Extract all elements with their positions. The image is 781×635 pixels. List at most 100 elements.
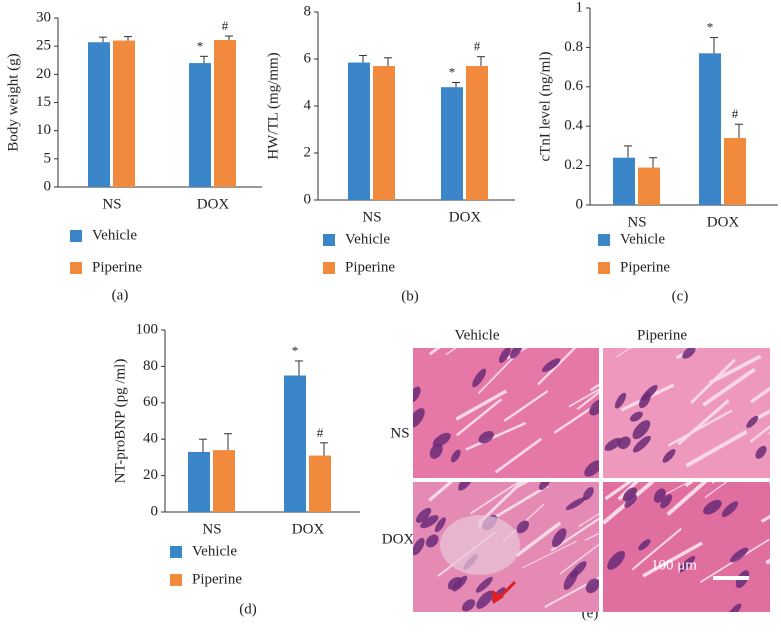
fiber-gap	[749, 425, 770, 443]
bar	[213, 450, 235, 512]
bar	[348, 62, 370, 201]
nucleus	[516, 520, 530, 534]
fiber-gap	[768, 482, 770, 485]
fiber-gap	[568, 388, 599, 408]
significance-mark: *	[449, 64, 456, 79]
nucleus	[755, 445, 767, 459]
fiber-gap	[428, 482, 454, 502]
lesion	[440, 515, 520, 575]
nucleus	[425, 534, 439, 548]
y-tick-label: 6	[304, 50, 312, 66]
y-tick-label: 20	[143, 467, 158, 483]
column-label: Piperine	[637, 327, 687, 343]
legend-label: Piperine	[345, 259, 395, 275]
y-axis-label: NT-proBNP (pg /ml)	[112, 359, 128, 484]
x-tick-label: NS	[362, 209, 381, 225]
nucleus	[415, 507, 432, 523]
nucleus	[662, 449, 676, 463]
nucleus	[622, 487, 637, 502]
nucleus	[476, 590, 494, 609]
x-tick-label: DOX	[292, 521, 325, 537]
nucleus	[703, 499, 722, 515]
nucleus	[638, 539, 651, 551]
bar	[638, 167, 660, 205]
nucleus	[565, 497, 586, 510]
legend-swatch	[70, 230, 82, 242]
nucleus	[653, 488, 666, 503]
panel-label: (b)	[401, 288, 419, 304]
nucleus	[624, 494, 638, 508]
nucleus	[660, 494, 673, 509]
y-tick-label: 0.8	[564, 39, 583, 55]
fiber-gap	[550, 517, 599, 552]
fiber-gap	[666, 482, 690, 495]
fiber-gap	[512, 482, 530, 490]
y-tick-label: 0	[304, 191, 312, 207]
nucleus	[429, 443, 443, 459]
y-tick-label: 0.2	[564, 157, 583, 173]
bar	[613, 157, 635, 205]
fiber-gap	[754, 409, 770, 421]
y-tick-label: 40	[143, 431, 158, 447]
nucleus	[447, 577, 462, 590]
bar	[88, 42, 110, 188]
tissue	[603, 348, 770, 478]
fiber-gap	[470, 482, 521, 515]
nucleus	[413, 408, 425, 428]
fiber-gap	[465, 421, 527, 451]
nucleus	[434, 517, 446, 533]
y-tick-label: 80	[143, 358, 158, 374]
y-tick-label: 10	[36, 122, 51, 138]
bar	[189, 63, 211, 187]
y-tick-label: 15	[36, 94, 51, 110]
nucleus	[475, 576, 493, 593]
fiber-gap	[455, 398, 503, 437]
row-label: DOX	[382, 531, 415, 547]
fiber-gap	[667, 409, 733, 447]
nucleus	[450, 449, 461, 463]
legend-label: Piperine	[620, 259, 670, 275]
y-tick-label: 0.4	[564, 118, 583, 134]
nucleus	[678, 555, 696, 573]
legend-swatch	[170, 574, 182, 586]
bar	[309, 455, 331, 512]
fiber-gap	[577, 513, 599, 528]
legend-label: Piperine	[192, 571, 242, 587]
significance-mark: #	[222, 18, 229, 33]
nucleus	[570, 561, 587, 578]
y-axis-label: Body weight (g)	[5, 53, 21, 151]
significance-mark: #	[474, 39, 481, 54]
row-label: NS	[390, 425, 409, 441]
histology-image	[603, 482, 770, 612]
significance-mark: #	[317, 425, 324, 440]
y-tick-label: 0.6	[564, 78, 583, 94]
x-tick-label: DOX	[197, 196, 230, 212]
fiber-gap	[685, 429, 748, 468]
fiber-gap	[576, 390, 599, 411]
y-tick-label: 30	[36, 9, 51, 25]
nucleus	[607, 550, 625, 570]
nucleus	[584, 460, 599, 477]
arrow-head	[492, 590, 504, 604]
tissue	[413, 348, 599, 478]
x-tick-label: NS	[202, 521, 221, 537]
y-tick-label: 100	[136, 321, 159, 337]
fiber-gap	[494, 437, 543, 474]
bar	[466, 66, 488, 200]
nucleus	[420, 515, 439, 529]
fiber-gap	[455, 389, 507, 421]
nucleus	[498, 348, 511, 364]
y-axis-label: cTnI level (ng/ml)	[537, 52, 553, 162]
fiber-gap	[515, 521, 562, 558]
fiber-gap	[521, 540, 578, 569]
legend-swatch	[323, 234, 335, 246]
x-tick-label: DOX	[707, 214, 740, 230]
legend-swatch	[70, 262, 82, 274]
y-tick-label: 0	[151, 503, 159, 519]
y-tick-label: 20	[36, 66, 51, 82]
panel-label: (c)	[672, 288, 689, 304]
legend-swatch	[598, 262, 610, 274]
fiber-gap	[584, 532, 599, 542]
scale-bar-label: 100 μm	[651, 557, 697, 573]
